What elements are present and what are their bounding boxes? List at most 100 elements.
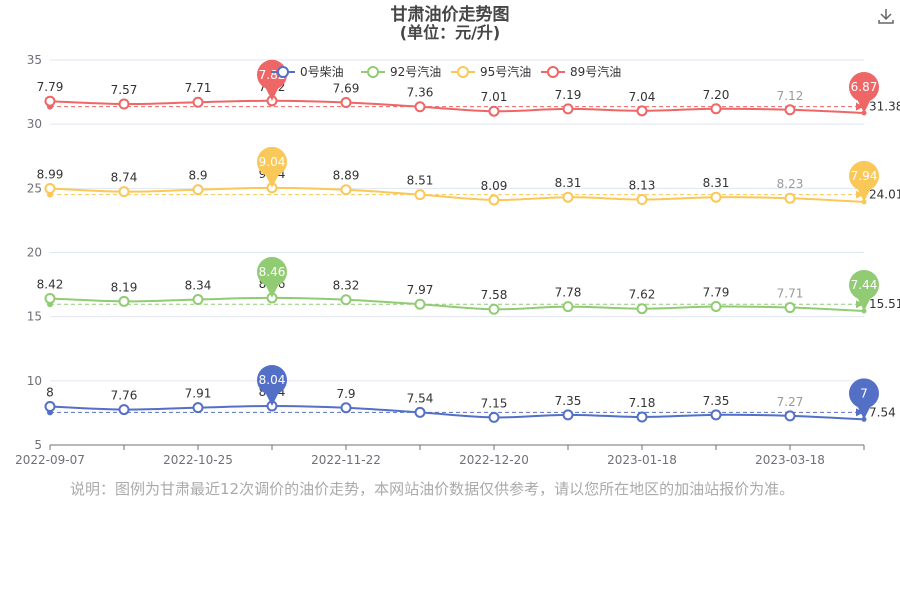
avg-line-arrow [856,408,864,417]
y-tick-label: 5 [34,438,42,452]
data-point [44,292,56,304]
avg-line-arrow [856,102,864,111]
avg-label: 15.51 [869,297,900,311]
data-point [784,104,796,116]
data-point [488,194,500,206]
data-label: 7.76 [111,389,138,403]
data-point [44,95,56,107]
data-label: 7.12 [777,89,804,103]
legend-item-89号汽油[interactable]: 89号汽油 [541,64,621,79]
data-label: 8.32 [333,279,360,293]
data-label: 7.71 [777,287,804,301]
legend-marker [277,66,289,78]
y-tick-label: 10 [27,374,42,388]
data-point [414,406,426,418]
legend-item-92号汽油[interactable]: 92号汽油 [361,64,441,79]
series-line [49,404,865,421]
data-label: 7.57 [111,83,138,97]
legend[interactable]: 0号柴油 92号汽油 95号汽油 89号汽油 [271,64,621,79]
data-point [784,302,796,314]
series-line [49,296,865,313]
x-tick-label: 2022-10-25 [163,453,233,467]
y-tick-label: 20 [27,246,42,260]
x-tick-label: 2022-12-20 [459,453,529,467]
data-point [488,411,500,423]
data-point [636,193,648,205]
min-marker-label: 7.44 [851,278,878,292]
data-label: 8.89 [333,169,360,183]
data-point [192,402,204,414]
data-point [636,105,648,117]
legend-label: 89号汽油 [570,64,621,79]
avg-label: 31.38 [869,100,900,114]
legend-item-95号汽油[interactable]: 95号汽油 [451,64,531,79]
data-label: 7.15 [481,396,508,410]
data-label: 7.04 [629,90,656,104]
data-label: 7.27 [777,395,804,409]
data-label: 7.62 [629,288,656,302]
data-label: 8.09 [481,179,508,193]
x-tick-label: 2022-09-07 [15,453,85,467]
data-point [118,295,130,307]
data-point [636,411,648,423]
data-point [44,401,56,412]
x-tick-label: 2023-03-18 [755,453,825,467]
data-point [340,96,352,108]
max-marker-label: 8.04 [259,373,286,387]
data-point [118,186,130,198]
legend-label: 92号汽油 [390,64,441,79]
data-point [414,298,426,310]
max-marker-label: 8.46 [259,265,286,279]
legend-label: 0号柴油 [300,65,344,79]
chart-note: 说明：图例为甘肃最近12次调价的油价走势，本网站油价数据仅供参考，请以您所在地区… [70,480,795,498]
data-label: 7.19 [555,88,582,102]
y-tick-label: 35 [27,53,42,67]
data-label: 7.58 [481,288,508,302]
chart-subtitle: (单位：元/升) [400,23,500,42]
data-point [414,101,426,113]
data-point [118,98,130,110]
min-marker-label: 7 [860,386,868,400]
min-marker-label: 7.94 [851,169,878,183]
avg-label: 7.54 [869,405,896,419]
min-marker [849,160,879,191]
grid-lines [50,59,864,382]
max-marker [257,364,287,395]
data-point [710,103,722,115]
data-label: 7.78 [555,286,582,300]
y-tick-label: 15 [27,310,42,324]
data-point [44,182,56,194]
data-label: 7.35 [555,394,582,408]
legend-item-0号柴油[interactable]: 0号柴油 [271,65,344,79]
data-label: 8.42 [37,277,64,291]
min-marker [849,378,879,409]
data-label: 7.20 [703,88,730,102]
data-label: 7.79 [37,80,64,94]
data-label: 8.74 [111,171,138,185]
data-point [340,402,352,414]
data-point [562,301,574,313]
data-label: 7.54 [407,391,434,405]
data-label: 8.51 [407,174,434,188]
legend-marker [547,66,559,78]
legend-marker [457,66,469,78]
data-point [192,293,204,305]
data-label: 7.9 [336,387,355,401]
axes: 5 10 15 20 25 30 35 2022-09-07 2022-10-25 2022-11… [15,53,865,467]
avg-line-arrow [856,190,864,199]
data-point [784,410,796,422]
data-point [784,192,796,204]
data-label: 7.71 [185,81,212,95]
min-marker-label: 6.87 [851,80,878,94]
series-89号汽油: 31.387.797.577.717.827.697.367.017.197.0… [37,59,900,117]
data-point [118,404,130,416]
download-icon[interactable] [876,6,896,26]
data-label: 8.23 [777,177,804,191]
data-label: 7.91 [185,387,212,401]
data-point [710,191,722,203]
data-label: 7.18 [629,396,656,410]
data-point [488,303,500,315]
max-marker [257,256,287,287]
data-label: 7.79 [703,286,730,300]
legend-label: 95号汽油 [480,64,531,79]
